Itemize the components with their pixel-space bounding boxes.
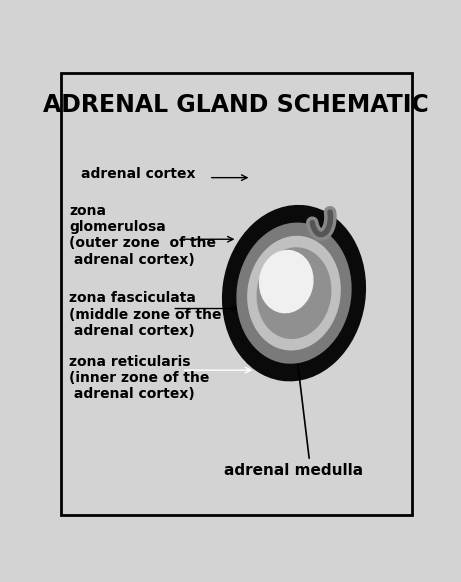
Ellipse shape <box>236 222 352 364</box>
Text: adrenal medulla: adrenal medulla <box>225 463 364 478</box>
Text: zona fasciculata
(middle zone of the
 adrenal cortex): zona fasciculata (middle zone of the adr… <box>69 292 222 338</box>
Text: adrenal cortex: adrenal cortex <box>81 167 195 181</box>
Text: ADRENAL GLAND SCHEMATIC: ADRENAL GLAND SCHEMATIC <box>43 93 429 117</box>
Text: zona reticularis
(inner zone of the
 adrenal cortex): zona reticularis (inner zone of the adre… <box>69 354 210 401</box>
Ellipse shape <box>247 236 341 350</box>
Ellipse shape <box>256 247 331 339</box>
Ellipse shape <box>259 250 313 313</box>
Text: zona
glomerulosa
(outer zone  of the
 adrenal cortex): zona glomerulosa (outer zone of the adre… <box>69 204 216 267</box>
Ellipse shape <box>222 205 366 381</box>
